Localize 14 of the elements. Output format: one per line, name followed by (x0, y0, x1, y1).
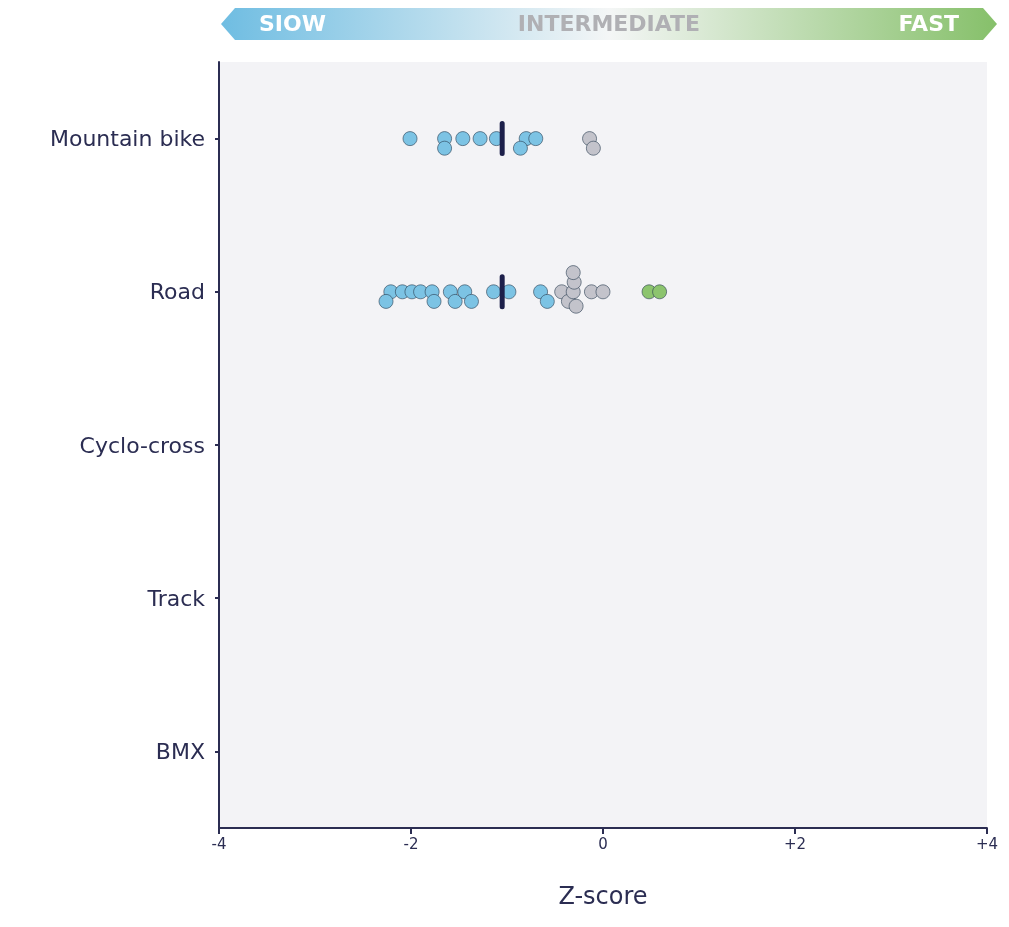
y-tick-label: Road (149, 279, 205, 305)
x-tick-label: -4 (211, 834, 227, 853)
x-tick-label: +4 (975, 834, 999, 853)
x-tick-label: +2 (783, 834, 807, 853)
text: INTERMEDIATE (517, 11, 701, 36)
y-tick-label: Track (146, 585, 206, 611)
y-tick-label: BMX (155, 738, 205, 764)
x-axis-title: Z-score (558, 882, 648, 910)
x-tick-label: -2 (403, 834, 419, 853)
x-tick-label: 0 (598, 834, 608, 853)
text: SIOW (259, 11, 326, 36)
y-tick-label: Cyclo-cross (79, 432, 205, 458)
y-tick-label: Mountain bike (49, 126, 205, 152)
text: FAST (898, 11, 959, 36)
